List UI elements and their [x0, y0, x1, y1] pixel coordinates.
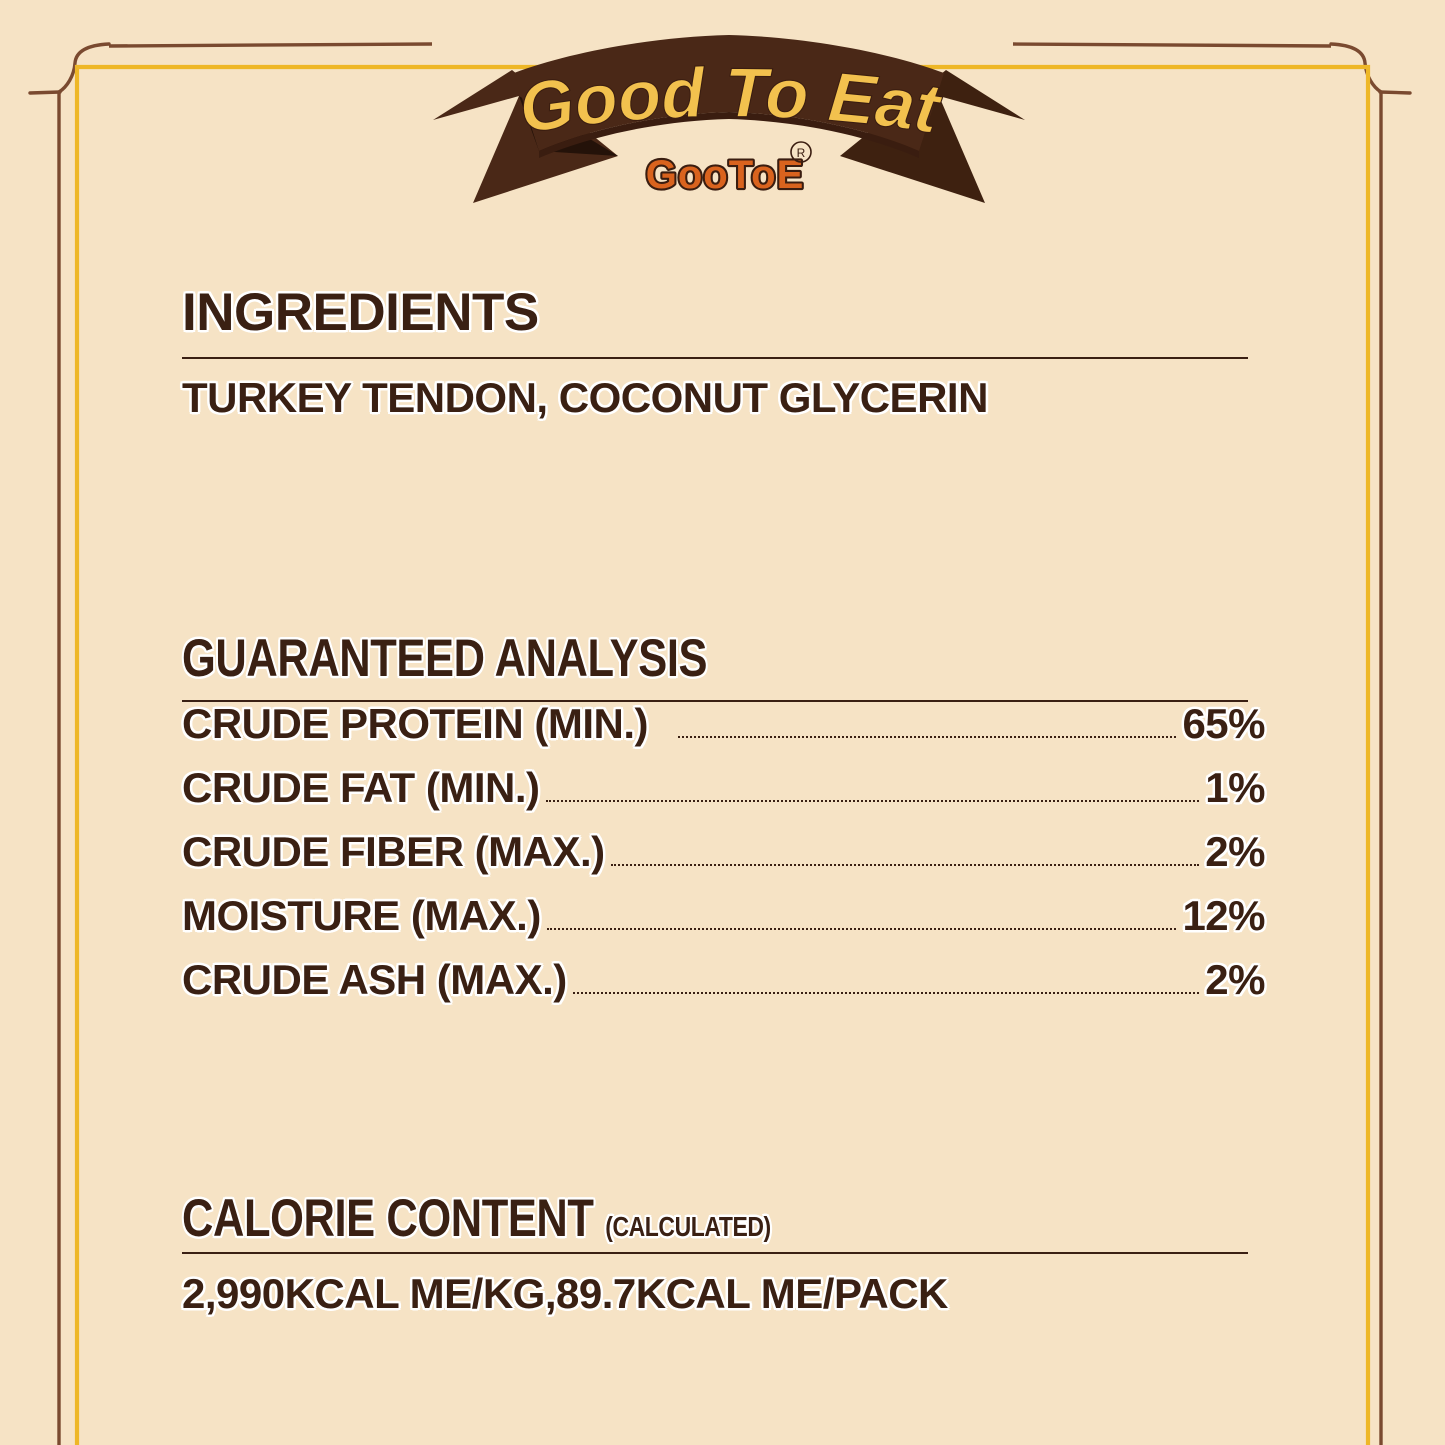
svg-text:R: R — [797, 146, 806, 160]
svg-text:GooToE: GooToE — [646, 153, 805, 197]
